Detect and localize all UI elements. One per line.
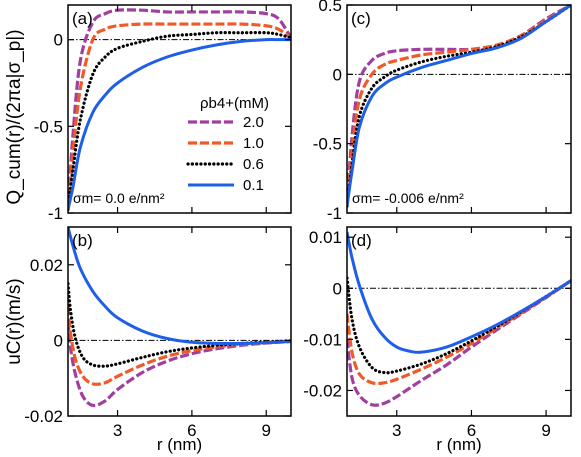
legend-title: ρb4+(mM) bbox=[200, 95, 269, 112]
plot-frame bbox=[346, 4, 572, 214]
y-axis-label: Q_cum(r)/(2πa|σ_p|) bbox=[4, 29, 25, 204]
panel-d: 3 6 9 0.01 0 -0.01 -0.02 (d) r (nm) bbox=[303, 226, 572, 454]
series-line-0-1 bbox=[68, 38, 291, 210]
panel-c: 0.5 0 -0.5 -1 (c) σm= -0.006 e/nm² bbox=[313, 0, 572, 223]
y-tick-label: 0 bbox=[54, 331, 63, 350]
plot-frame bbox=[346, 226, 572, 417]
series-group bbox=[68, 227, 291, 408]
series-line-0-6 bbox=[68, 31, 291, 212]
panel-label-c: (c) bbox=[351, 9, 371, 28]
series-line-1-0 bbox=[68, 306, 291, 386]
series-group bbox=[347, 5, 571, 208]
panel-label-b: (b) bbox=[72, 231, 93, 250]
series-group bbox=[347, 231, 571, 407]
plot-frame bbox=[67, 226, 292, 417]
panel-b: 3 6 9 0.02 0 -0.02 (b) r (nm) uC(r)(m/s) bbox=[4, 226, 292, 454]
sigma-annotation: σm= 0.0 e/nm² bbox=[73, 190, 165, 206]
y-tick-label: -0.01 bbox=[303, 330, 342, 349]
series-group bbox=[68, 8, 291, 212]
y-tick-label: -0.5 bbox=[34, 117, 63, 136]
series-line-2-0 bbox=[68, 321, 291, 408]
x-tick-label: 6 bbox=[467, 421, 476, 440]
x-tick-label: 3 bbox=[392, 421, 401, 440]
series-line-1-0 bbox=[347, 5, 571, 207]
y-tick-label: 0 bbox=[333, 279, 342, 298]
series-line-0-1 bbox=[347, 5, 571, 207]
x-tick-label: 3 bbox=[113, 421, 122, 440]
y-tick-label: -0.02 bbox=[303, 381, 342, 400]
series-line-0-6 bbox=[68, 282, 291, 368]
x-tick-label: 9 bbox=[261, 421, 270, 440]
plot-frame bbox=[67, 4, 292, 214]
series-line-2-0 bbox=[347, 5, 571, 207]
series-line-2-0 bbox=[68, 8, 291, 210]
legend-label: 1.0 bbox=[243, 135, 264, 152]
y-tick-label: 0.01 bbox=[309, 228, 342, 247]
y-tick-label: 0 bbox=[54, 31, 63, 50]
series-line-1-0 bbox=[68, 22, 291, 210]
y-axis-label: uC(r)(m/s) bbox=[4, 278, 25, 365]
series-line-0-1 bbox=[347, 231, 571, 354]
panel-a: 0 -0.5 -1 (a) σm= 0.0 e/nm² Q_cum(r)/(2πa|σ_p… bbox=[4, 4, 292, 223]
series-line-0-6 bbox=[347, 276, 571, 375]
panel-label-a: (a) bbox=[72, 9, 93, 28]
legend-label: 0.1 bbox=[243, 177, 264, 194]
panel-label-d: (d) bbox=[351, 231, 372, 250]
legend-label: 0.6 bbox=[243, 156, 264, 173]
y-tick-label: -0.5 bbox=[313, 135, 342, 154]
x-axis-label: r (nm) bbox=[157, 435, 202, 454]
x-tick-label: 6 bbox=[187, 421, 196, 440]
y-tick-label: 0 bbox=[333, 65, 342, 84]
sigma-annotation: σm= -0.006 e/nm² bbox=[352, 190, 464, 206]
y-tick-label: -0.02 bbox=[24, 407, 63, 426]
series-line-0-1 bbox=[68, 227, 291, 346]
y-tick-label: -1 bbox=[327, 204, 342, 223]
series-line-0-6 bbox=[347, 5, 571, 208]
x-axis-label: r (nm) bbox=[436, 435, 481, 454]
x-tick-label: 9 bbox=[541, 421, 550, 440]
legend-label: 2.0 bbox=[243, 114, 264, 131]
y-tick-label: 0.02 bbox=[30, 256, 63, 275]
y-tick-label: 0.5 bbox=[318, 0, 342, 15]
y-tick-label: -1 bbox=[48, 204, 63, 223]
